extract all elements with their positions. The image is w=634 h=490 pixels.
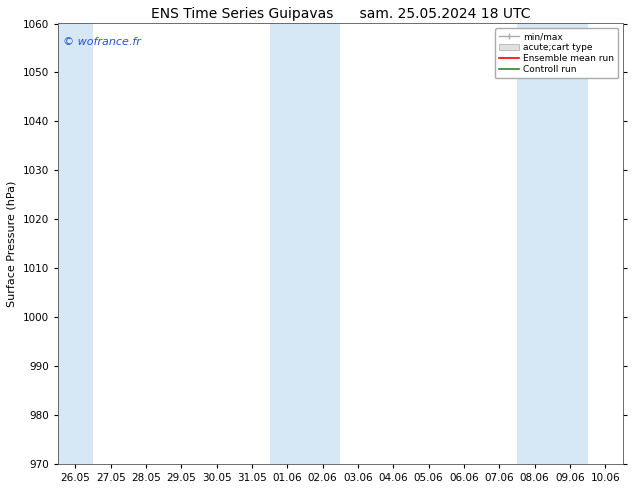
Bar xyxy=(269,24,340,464)
Bar xyxy=(517,24,588,464)
Legend: min/max, acute;cart type, Ensemble mean run, Controll run: min/max, acute;cart type, Ensemble mean … xyxy=(495,28,618,78)
Title: ENS Time Series Guipavas      sam. 25.05.2024 18 UTC: ENS Time Series Guipavas sam. 25.05.2024… xyxy=(151,7,530,21)
Y-axis label: Surface Pressure (hPa): Surface Pressure (hPa) xyxy=(7,181,17,307)
Bar xyxy=(58,24,93,464)
Text: © wofrance.fr: © wofrance.fr xyxy=(63,37,141,47)
